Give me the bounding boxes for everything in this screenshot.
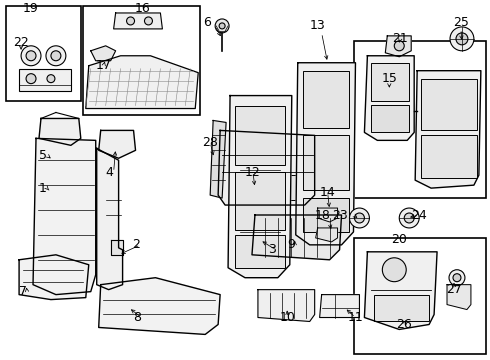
Polygon shape (39, 118, 81, 145)
Polygon shape (319, 294, 360, 318)
Polygon shape (415, 71, 481, 188)
Text: 12: 12 (245, 166, 261, 179)
Circle shape (354, 213, 365, 223)
Polygon shape (218, 130, 315, 205)
Polygon shape (111, 240, 122, 255)
Circle shape (453, 274, 461, 282)
Text: 21: 21 (392, 32, 408, 45)
Circle shape (46, 46, 66, 66)
Bar (374, 294, 429, 321)
Text: 15: 15 (381, 72, 397, 85)
Polygon shape (33, 138, 96, 294)
Bar (235, 175, 300, 200)
Text: 26: 26 (396, 318, 412, 331)
Text: 22: 22 (13, 36, 29, 49)
Polygon shape (19, 255, 89, 300)
Text: 4: 4 (106, 166, 114, 179)
Circle shape (450, 27, 474, 51)
Polygon shape (97, 148, 122, 290)
Text: 13: 13 (310, 19, 325, 32)
Text: 27: 27 (446, 283, 462, 296)
Circle shape (47, 75, 55, 83)
Polygon shape (258, 290, 315, 321)
Text: 11: 11 (347, 311, 363, 324)
Bar (83, 6, 200, 116)
Text: 28: 28 (202, 136, 218, 149)
Polygon shape (86, 56, 198, 108)
Text: 16: 16 (135, 3, 150, 15)
Bar (354, 41, 486, 198)
Text: 20: 20 (392, 233, 407, 246)
Polygon shape (91, 46, 116, 61)
Polygon shape (365, 56, 414, 140)
Circle shape (449, 270, 465, 286)
Circle shape (382, 258, 406, 282)
Text: 18: 18 (315, 208, 331, 221)
Polygon shape (252, 215, 342, 260)
Polygon shape (385, 36, 411, 57)
Text: 8: 8 (134, 311, 142, 324)
Circle shape (51, 51, 61, 61)
Circle shape (26, 51, 36, 61)
Polygon shape (447, 285, 471, 310)
Polygon shape (316, 228, 338, 242)
Bar (354, 238, 486, 354)
Bar (235, 235, 285, 268)
Bar (421, 78, 477, 130)
Text: 19: 19 (23, 3, 39, 15)
Text: 14: 14 (319, 186, 335, 199)
Bar (371, 104, 409, 132)
Text: 24: 24 (411, 208, 427, 221)
Circle shape (219, 23, 225, 29)
Polygon shape (228, 95, 292, 278)
Text: 10: 10 (280, 311, 295, 324)
Text: 6: 6 (203, 17, 211, 30)
Circle shape (456, 33, 468, 45)
Bar (303, 135, 349, 190)
Bar (235, 172, 285, 230)
Polygon shape (98, 130, 136, 158)
Circle shape (145, 17, 152, 25)
Circle shape (349, 208, 369, 228)
Bar (6, 6, 81, 100)
Text: 17: 17 (96, 59, 112, 72)
Bar (371, 63, 409, 100)
Polygon shape (318, 208, 338, 222)
Text: 9: 9 (287, 238, 294, 251)
Bar (421, 135, 477, 178)
Circle shape (126, 17, 135, 25)
Bar (303, 198, 349, 232)
Circle shape (399, 208, 419, 228)
Circle shape (404, 213, 414, 223)
Bar (19, 69, 71, 91)
Text: 25: 25 (453, 17, 469, 30)
Circle shape (394, 41, 404, 51)
Text: 7: 7 (19, 285, 27, 298)
Text: 1: 1 (39, 182, 47, 195)
Text: 5: 5 (39, 149, 47, 162)
Bar (303, 71, 349, 129)
Text: 3: 3 (268, 243, 276, 256)
Circle shape (215, 19, 229, 33)
Polygon shape (296, 63, 355, 245)
Bar (235, 105, 285, 165)
Circle shape (26, 74, 36, 84)
Text: 2: 2 (132, 238, 141, 251)
Text: 23: 23 (332, 208, 347, 221)
Polygon shape (210, 121, 226, 198)
Polygon shape (98, 278, 220, 334)
Circle shape (21, 46, 41, 66)
Polygon shape (365, 252, 437, 329)
Polygon shape (114, 13, 162, 29)
